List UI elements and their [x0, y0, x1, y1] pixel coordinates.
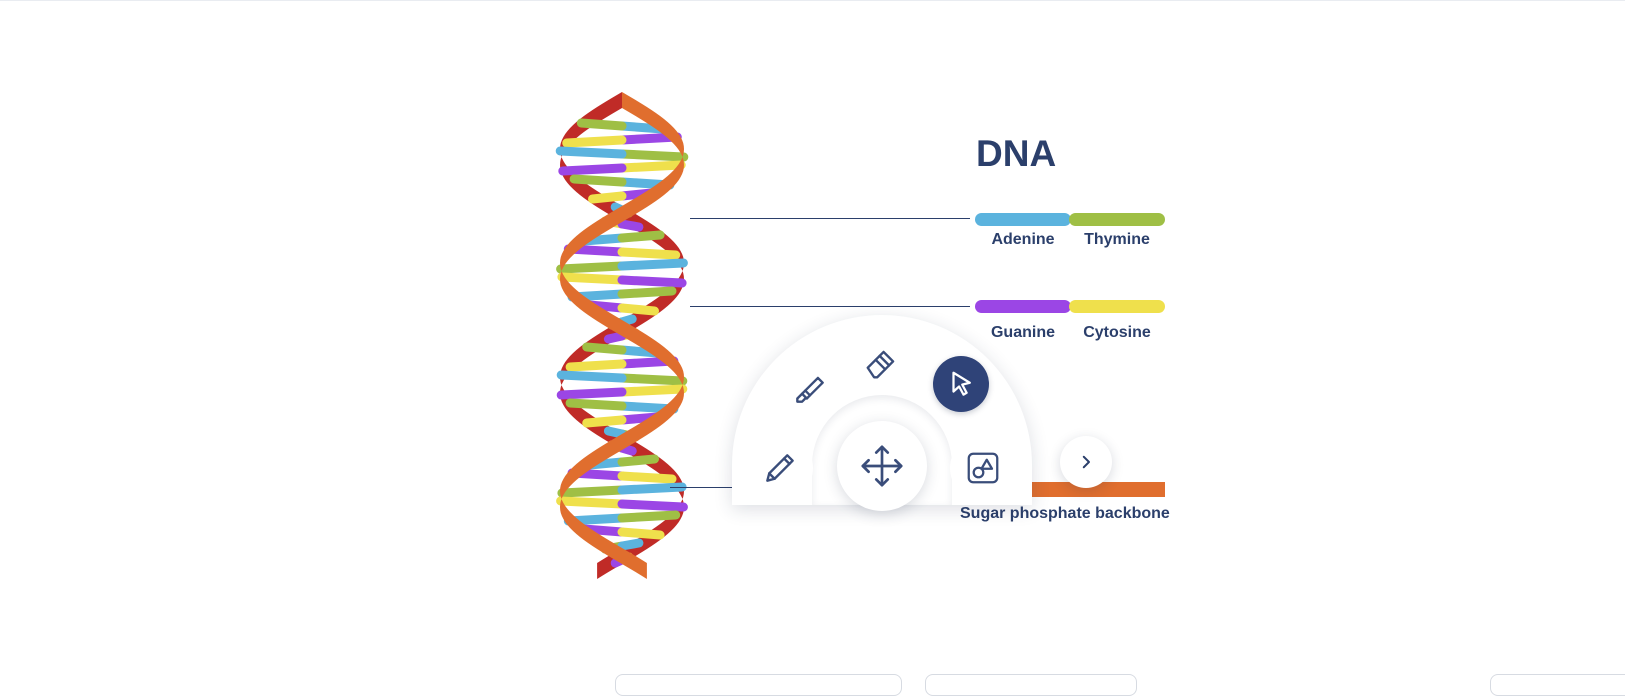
base-pair-segment	[603, 331, 627, 344]
guanine-bar	[975, 300, 1071, 313]
base-pair-segment	[557, 272, 627, 285]
base-pair-segment	[576, 118, 627, 131]
move-arrows-icon	[861, 445, 903, 487]
leader-line-adenine-thymine	[690, 218, 970, 219]
base-pair-segment	[617, 510, 681, 523]
thymine-label: Thymine	[1084, 231, 1150, 248]
base-pair-segment	[558, 163, 627, 176]
base-pair-segment	[617, 286, 677, 299]
base-pair-segment	[617, 219, 644, 232]
base-pair-segment	[617, 538, 644, 551]
base-pair-segment	[617, 373, 688, 386]
chevron-right-icon	[1082, 455, 1090, 469]
base-pair-segment	[565, 359, 627, 372]
cursor-arrow-icon	[952, 371, 971, 396]
base-pair-segment	[603, 426, 627, 439]
base-pair-segment	[617, 247, 681, 260]
base-pair-segment	[617, 160, 686, 173]
adenine-label: Adenine	[991, 231, 1055, 248]
base-pair-segment	[556, 496, 627, 509]
base-pair-segment	[588, 191, 627, 204]
toolbar-next-button[interactable]	[1060, 436, 1112, 488]
highlighter-icon	[796, 376, 824, 403]
eraser-tool-button[interactable]	[852, 333, 912, 393]
base-pair-segment	[617, 499, 688, 512]
highlighter-tool-button[interactable]	[780, 359, 840, 419]
base-pair-segment	[556, 387, 627, 400]
cytosine-bar	[1069, 300, 1165, 313]
base-pair-segment	[617, 258, 688, 271]
base-pair-segment	[556, 370, 627, 383]
base-pair-segment	[565, 398, 627, 411]
thymine-bar	[1069, 213, 1165, 226]
base-pair-segment	[617, 149, 689, 162]
base-pair-segment	[582, 415, 627, 428]
cytosine-label: Cytosine	[1083, 324, 1151, 341]
base-pair-segment	[617, 303, 659, 316]
base-pair-segment	[617, 527, 665, 540]
pencil-icon	[766, 454, 794, 482]
base-pair-segment	[556, 261, 627, 274]
backbone-strand-front	[560, 92, 684, 579]
guanine-label: Guanine	[990, 324, 1055, 341]
base-pair-segment	[555, 146, 627, 159]
shapes-icon	[967, 452, 999, 484]
base-pair-segment	[569, 174, 627, 187]
base-pair-segment	[617, 471, 677, 484]
shapes-tool-button[interactable]	[950, 435, 1016, 501]
eraser-icon	[866, 350, 895, 379]
pen-tool-button[interactable]	[747, 435, 813, 501]
select-tool-button[interactable]	[933, 356, 989, 412]
base-pair-segment	[617, 275, 687, 288]
dna-helix-illustration	[555, 92, 689, 579]
diagram-title: DNA	[976, 133, 1057, 174]
base-pair-segment	[617, 454, 659, 467]
move-tool-button[interactable]	[837, 421, 927, 511]
top-border	[0, 0, 1625, 1]
base-pair-segment	[562, 135, 627, 148]
backbone-label: Sugar phosphate backbone	[960, 505, 1170, 522]
base-pair-segment	[617, 384, 688, 397]
bottom-card-1[interactable]	[615, 674, 902, 696]
leader-line-guanine-cytosine	[690, 306, 970, 307]
base-pair-segment	[582, 342, 627, 355]
bottom-card-2[interactable]	[925, 674, 1137, 696]
drawing-toolbar	[732, 315, 1032, 511]
base-pair-segment	[557, 485, 627, 498]
base-pair-segment	[617, 230, 665, 243]
bottom-card-3[interactable]	[1490, 674, 1625, 696]
adenine-bar	[975, 213, 1071, 226]
